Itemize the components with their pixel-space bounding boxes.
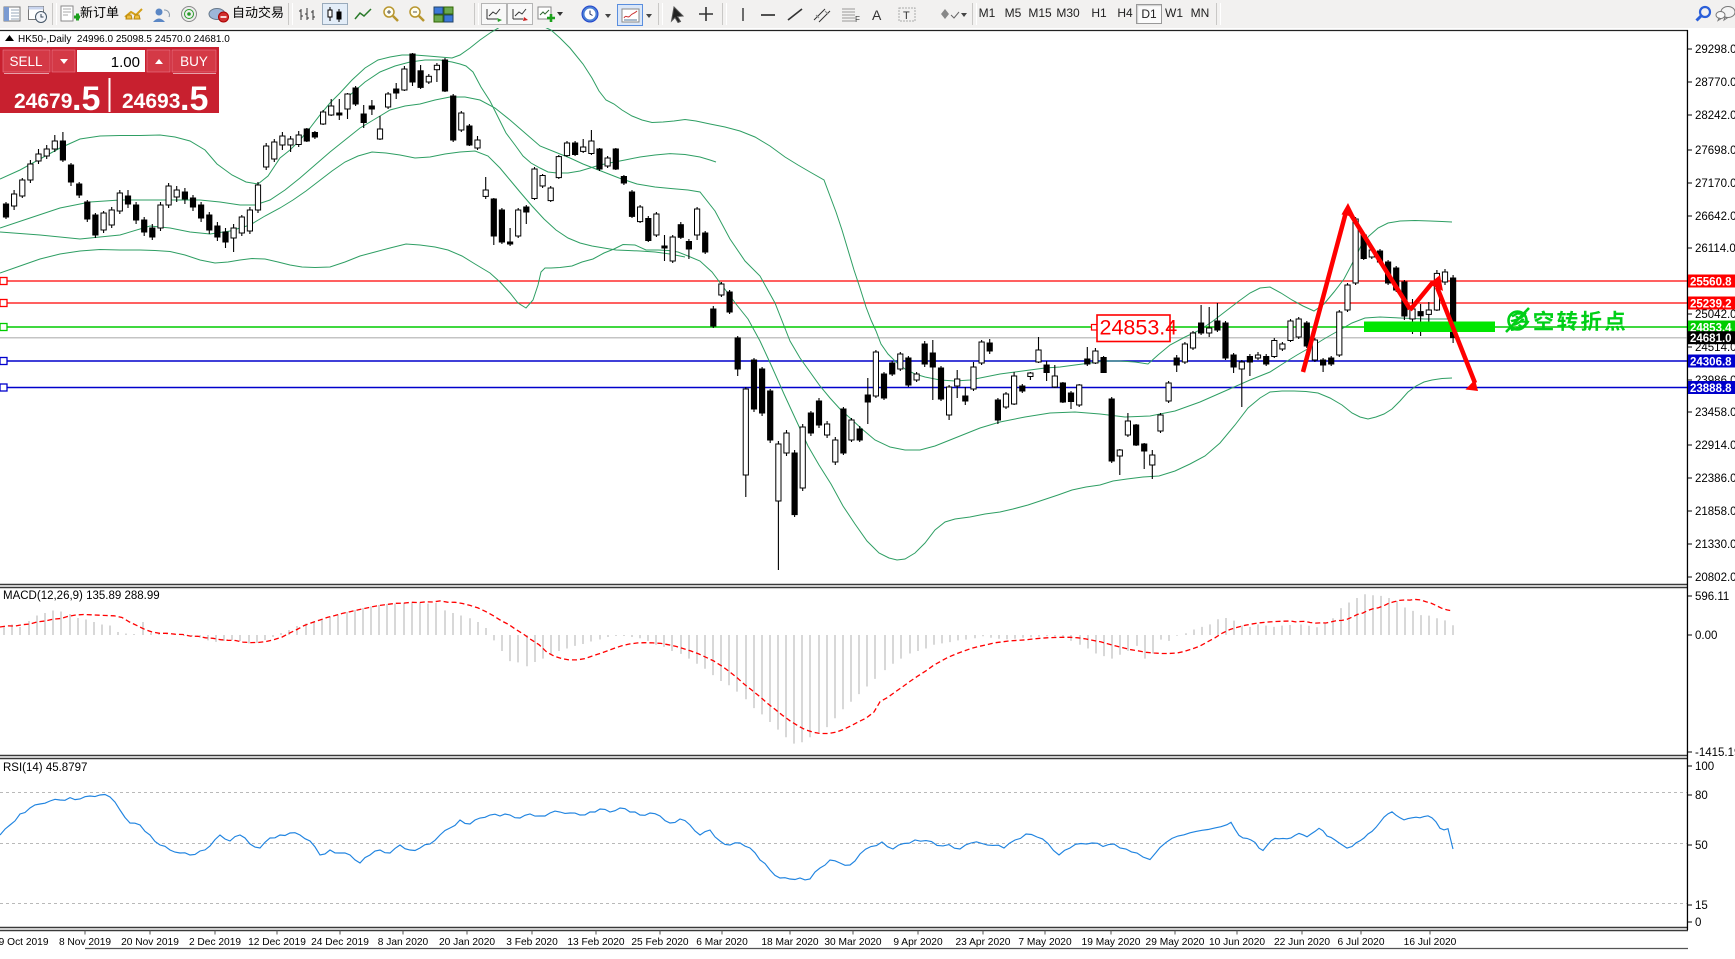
svg-text:13 Feb 2020: 13 Feb 2020 bbox=[567, 937, 625, 948]
svg-text:8 Jan 2020: 8 Jan 2020 bbox=[378, 937, 429, 948]
svg-text:6 Jul 2020: 6 Jul 2020 bbox=[1337, 937, 1384, 948]
svg-text:23 Apr 2020: 23 Apr 2020 bbox=[956, 937, 1011, 948]
svg-text:BUY: BUY bbox=[180, 54, 208, 69]
svg-text:29 Oct 2019: 29 Oct 2019 bbox=[0, 937, 49, 948]
svg-text:16 Jul 2020: 16 Jul 2020 bbox=[1404, 937, 1457, 948]
svg-text:28242.0: 28242.0 bbox=[1695, 110, 1735, 122]
svg-text:-1415.19: -1415.19 bbox=[1695, 747, 1735, 759]
svg-text:F: F bbox=[855, 15, 860, 23]
svg-text:6 Mar 2020: 6 Mar 2020 bbox=[696, 937, 748, 948]
svg-text:22386.0: 22386.0 bbox=[1695, 473, 1735, 485]
svg-text:15: 15 bbox=[1695, 900, 1708, 912]
svg-text:25 Feb 2020: 25 Feb 2020 bbox=[631, 937, 689, 948]
svg-text:100: 100 bbox=[1695, 761, 1714, 773]
svg-text:HK50-,Daily 24996.0 25098.5 2: HK50-,Daily 24996.0 25098.5 24570.0 2468… bbox=[18, 34, 230, 45]
svg-text:50: 50 bbox=[1695, 840, 1708, 852]
svg-text:20802.0: 20802.0 bbox=[1695, 572, 1735, 584]
svg-text:20 Jan 2020: 20 Jan 2020 bbox=[439, 937, 495, 948]
svg-text:26642.0: 26642.0 bbox=[1695, 211, 1735, 223]
svg-text:3 Feb 2020: 3 Feb 2020 bbox=[506, 937, 558, 948]
svg-text:27698.0: 27698.0 bbox=[1695, 145, 1735, 157]
svg-text:25560.8: 25560.8 bbox=[1690, 277, 1732, 289]
svg-text:22 Jun 2020: 22 Jun 2020 bbox=[1274, 937, 1330, 948]
svg-text:12 Dec 2019: 12 Dec 2019 bbox=[248, 937, 306, 948]
svg-text:20 Nov 2019: 20 Nov 2019 bbox=[121, 937, 179, 948]
svg-text:80: 80 bbox=[1695, 790, 1708, 802]
svg-text:25042.0: 25042.0 bbox=[1695, 309, 1735, 321]
svg-text:24679: 24679 bbox=[14, 90, 72, 113]
svg-text:23888.8: 23888.8 bbox=[1690, 383, 1732, 395]
svg-text:9 Apr 2020: 9 Apr 2020 bbox=[893, 937, 943, 948]
svg-text:24 Dec 2019: 24 Dec 2019 bbox=[311, 937, 369, 948]
svg-text:26114.0: 26114.0 bbox=[1695, 243, 1735, 255]
svg-text:0.00: 0.00 bbox=[1695, 630, 1717, 642]
svg-text:27170.0: 27170.0 bbox=[1695, 178, 1735, 190]
svg-text:24853.4: 24853.4 bbox=[1100, 316, 1178, 340]
svg-text:A: A bbox=[872, 7, 882, 23]
svg-text:24693: 24693 bbox=[122, 90, 180, 113]
svg-text:19 May 2020: 19 May 2020 bbox=[1082, 937, 1141, 948]
svg-text:10 Jun 2020: 10 Jun 2020 bbox=[1209, 937, 1265, 948]
svg-text:7 May 2020: 7 May 2020 bbox=[1018, 937, 1072, 948]
svg-text:MACD(12,26,9) 135.89 288.99: MACD(12,26,9) 135.89 288.99 bbox=[3, 590, 160, 602]
svg-text:T: T bbox=[903, 10, 910, 22]
svg-text:18 Mar 2020: 18 Mar 2020 bbox=[761, 937, 819, 948]
svg-text:596.11: 596.11 bbox=[1695, 591, 1729, 603]
svg-text:22914.0: 22914.0 bbox=[1695, 440, 1735, 452]
svg-text:21858.0: 21858.0 bbox=[1695, 506, 1735, 518]
svg-text:.5: .5 bbox=[180, 80, 208, 118]
svg-text:29298.0: 29298.0 bbox=[1695, 44, 1735, 56]
svg-text:21330.0: 21330.0 bbox=[1695, 539, 1735, 551]
svg-text:1.00: 1.00 bbox=[111, 54, 140, 71]
svg-text:25239.2: 25239.2 bbox=[1690, 299, 1732, 311]
svg-text:28770.0: 28770.0 bbox=[1695, 77, 1735, 89]
svg-text:SELL: SELL bbox=[9, 54, 43, 69]
svg-text:29 May 2020: 29 May 2020 bbox=[1146, 937, 1205, 948]
svg-text:.5: .5 bbox=[72, 80, 100, 118]
svg-text:24306.8: 24306.8 bbox=[1690, 357, 1732, 369]
svg-text:24514.0: 24514.0 bbox=[1695, 342, 1735, 354]
svg-text:2 Dec 2019: 2 Dec 2019 bbox=[189, 937, 241, 948]
svg-text:23458.0: 23458.0 bbox=[1695, 407, 1735, 419]
svg-text:8 Nov 2019: 8 Nov 2019 bbox=[59, 937, 111, 948]
svg-text:RSI(14) 45.8797: RSI(14) 45.8797 bbox=[3, 762, 87, 774]
svg-text:0: 0 bbox=[1695, 917, 1701, 929]
svg-text:24681.0: 24681.0 bbox=[1690, 333, 1732, 345]
svg-text:30 Mar 2020: 30 Mar 2020 bbox=[824, 937, 882, 948]
